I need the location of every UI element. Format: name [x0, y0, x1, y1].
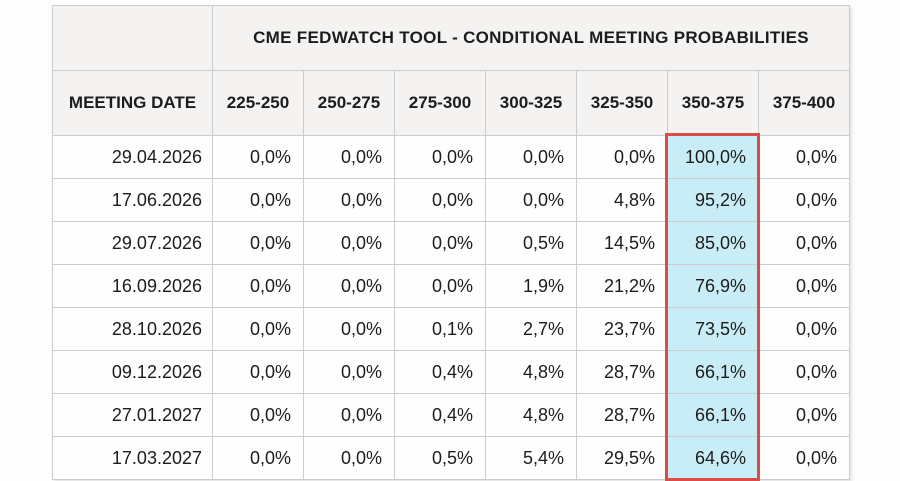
probability-cell: 0,0% — [757, 307, 851, 351]
probability-cell: 23,7% — [576, 307, 668, 351]
rate-range-header: 375-400 — [757, 70, 851, 136]
probability-cell: 0,0% — [303, 436, 395, 480]
probability-cell: 0,0% — [212, 307, 304, 351]
probability-cell: 0,0% — [757, 393, 851, 437]
corner-cell — [52, 5, 213, 71]
probability-cell-highlighted: 64,6% — [667, 436, 759, 480]
table-row: 09.12.2026 0,0% 0,0% 0,4% 4,8% 28,7% 66,1% 0,0% — [52, 350, 851, 394]
probability-cell: 0,0% — [212, 178, 304, 222]
probability-cell: 4,8% — [485, 350, 577, 394]
probability-cell: 4,8% — [485, 393, 577, 437]
probability-cell: 0,0% — [757, 350, 851, 394]
rate-range-header: 350-375 — [667, 70, 759, 136]
probability-cell: 0,5% — [485, 221, 577, 265]
meeting-date-cell: 28.10.2026 — [52, 307, 213, 351]
probability-cell: 0,0% — [303, 393, 395, 437]
rate-range-header: 275-300 — [394, 70, 486, 136]
table-row: 27.01.2027 0,0% 0,0% 0,4% 4,8% 28,7% 66,1% 0,0% — [52, 393, 851, 437]
probability-cell: 0,0% — [394, 135, 486, 179]
title-row: CME FEDWATCH TOOL - CONDITIONAL MEETING … — [52, 5, 851, 71]
probability-cell: 28,7% — [576, 393, 668, 437]
probability-cell: 0,0% — [303, 135, 395, 179]
probability-cell: 0,0% — [212, 264, 304, 308]
probability-cell-highlighted: 73,5% — [667, 307, 759, 351]
probability-cell: 0,4% — [394, 350, 486, 394]
meeting-date-cell: 16.09.2026 — [52, 264, 213, 308]
rate-range-header: 225-250 — [212, 70, 304, 136]
conditional-meeting-probabilities-table: CME FEDWATCH TOOL - CONDITIONAL MEETING … — [52, 5, 851, 480]
rate-range-header: 250-275 — [303, 70, 395, 136]
probability-cell: 0,0% — [394, 178, 486, 222]
probability-cell: 0,0% — [303, 264, 395, 308]
probability-cell-highlighted: 76,9% — [667, 264, 759, 308]
probability-cell: 21,2% — [576, 264, 668, 308]
table-row: 17.06.2026 0,0% 0,0% 0,0% 0,0% 4,8% 95,2% 0,0% — [52, 178, 851, 222]
probability-cell: 0,4% — [394, 393, 486, 437]
probability-cell-highlighted: 66,1% — [667, 393, 759, 437]
probability-cell: 5,4% — [485, 436, 577, 480]
table-row: 28.10.2026 0,0% 0,0% 0,1% 2,7% 23,7% 73,5% 0,0% — [52, 307, 851, 351]
probability-cell: 28,7% — [576, 350, 668, 394]
probability-cell-highlighted: 66,1% — [667, 350, 759, 394]
probability-cell: 0,0% — [212, 350, 304, 394]
probability-cell: 0,5% — [394, 436, 486, 480]
probability-cell: 0,0% — [485, 178, 577, 222]
probability-cell: 4,8% — [576, 178, 668, 222]
probability-cell: 0,0% — [394, 221, 486, 265]
probability-cell: 0,0% — [757, 135, 851, 179]
probability-cell: 0,0% — [485, 135, 577, 179]
meeting-date-cell: 17.06.2026 — [52, 178, 213, 222]
table-title: CME FEDWATCH TOOL - CONDITIONAL MEETING … — [211, 5, 851, 71]
meeting-date-cell: 17.03.2027 — [52, 436, 213, 480]
column-header-row: MEETING DATE 225-250 250-275 275-300 300-325… — [52, 70, 851, 136]
table-row: 29.04.2026 0,0% 0,0% 0,0% 0,0% 0,0% 100,0% 0,0% — [52, 135, 851, 179]
probability-cell: 2,7% — [485, 307, 577, 351]
meeting-date-cell: 29.07.2026 — [52, 221, 213, 265]
probability-cell: 0,0% — [303, 221, 395, 265]
probability-cell: 0,0% — [212, 135, 304, 179]
probability-cell: 29,5% — [576, 436, 668, 480]
table-body: 29.04.2026 0,0% 0,0% 0,0% 0,0% 0,0% 100,0% 0,0%… — [52, 135, 851, 480]
probability-cell: 0,0% — [757, 178, 851, 222]
meeting-date-cell: 27.01.2027 — [52, 393, 213, 437]
probability-cell: 0,0% — [212, 221, 304, 265]
probability-cell: 1,9% — [485, 264, 577, 308]
probability-cell: 0,0% — [757, 436, 851, 480]
probability-cell-highlighted: 95,2% — [667, 178, 759, 222]
rate-range-header: 300-325 — [485, 70, 577, 136]
meeting-date-cell: 29.04.2026 — [52, 135, 213, 179]
probability-cell: 0,0% — [757, 264, 851, 308]
rate-range-header: 325-350 — [576, 70, 668, 136]
probability-cell: 0,0% — [303, 178, 395, 222]
probability-cell: 0,0% — [303, 350, 395, 394]
meeting-date-cell: 09.12.2026 — [52, 350, 213, 394]
probability-cell: 0,0% — [212, 436, 304, 480]
probability-cell: 0,1% — [394, 307, 486, 351]
table-row: 16.09.2026 0,0% 0,0% 0,0% 1,9% 21,2% 76,9% 0,0% — [52, 264, 851, 308]
table-row: 29.07.2026 0,0% 0,0% 0,0% 0,5% 14,5% 85,0% 0,0% — [52, 221, 851, 265]
probability-cell: 0,0% — [576, 135, 668, 179]
probability-cell-highlighted: 100,0% — [667, 135, 759, 179]
table-row: 17.03.2027 0,0% 0,0% 0,5% 5,4% 29,5% 64,6% 0,0% — [52, 436, 851, 480]
probability-cell: 0,0% — [303, 307, 395, 351]
meeting-date-header: MEETING DATE — [52, 70, 213, 136]
probability-cell: 14,5% — [576, 221, 668, 265]
probability-cell-highlighted: 85,0% — [667, 221, 759, 265]
probability-cell: 0,0% — [212, 393, 304, 437]
probability-cell: 0,0% — [757, 221, 851, 265]
probability-cell: 0,0% — [394, 264, 486, 308]
